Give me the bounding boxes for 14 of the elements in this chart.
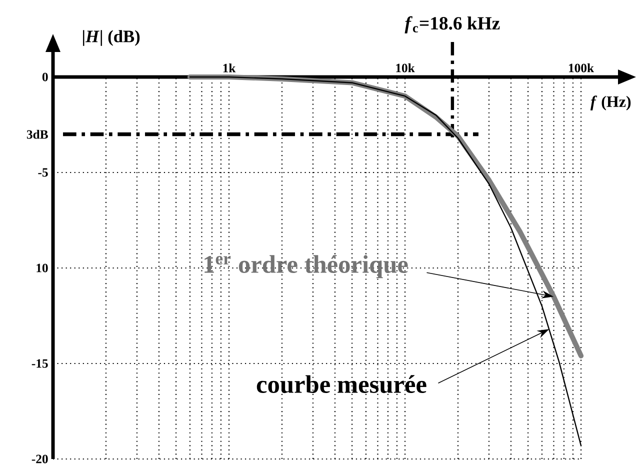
annotation: courbe mesurée — [256, 375, 426, 394]
x-axis-title: f (Hz) — [590, 96, 631, 110]
y-tick-label: 3dB — [26, 130, 48, 139]
y-axis-title: |H| (dB) — [83, 30, 140, 46]
x-tick-label: 100k — [569, 63, 594, 72]
y-tick-label: 0 — [42, 72, 48, 82]
y-tick-label: -15 — [32, 359, 48, 368]
y-tick-label: -5 — [38, 168, 48, 177]
annotation: 1$^{er}$ ordre théorique — [204, 255, 408, 278]
y-tick-label: 10 — [36, 264, 48, 272]
x-tick-label: 10k — [396, 63, 415, 72]
text: f$_{c}$=18.6 kHz — [404, 16, 500, 34]
x-tick-label: 1k — [223, 64, 236, 72]
y-tick-label: -20 — [32, 454, 48, 464]
